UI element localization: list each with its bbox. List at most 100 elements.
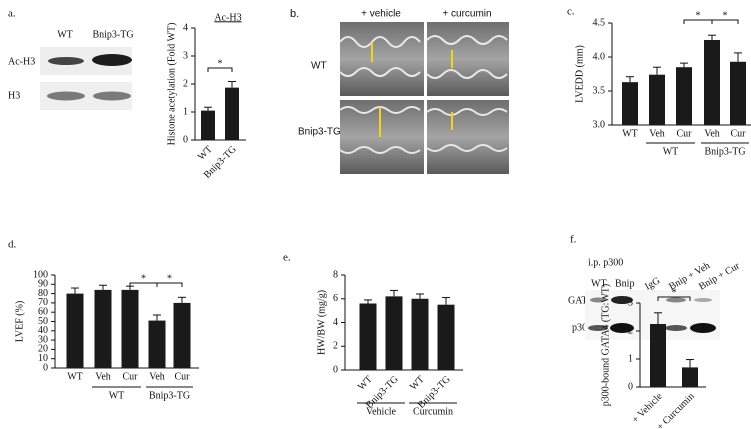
x-tick-label: WT xyxy=(622,128,638,139)
x-tick-label: Cur xyxy=(677,128,693,139)
bar xyxy=(649,74,665,125)
panel-label: e. xyxy=(283,252,291,264)
panel-label: a. xyxy=(8,8,16,20)
bar xyxy=(359,303,377,370)
y-tick-label: 3.5 xyxy=(593,85,606,96)
significance-label: * xyxy=(672,287,677,298)
x-tick-label: WT xyxy=(67,371,83,382)
y-tick-label: 40 xyxy=(38,325,48,336)
y-tick-label: 20 xyxy=(38,344,48,355)
bar xyxy=(173,302,191,368)
bar xyxy=(148,320,166,368)
y-tick-label: 80 xyxy=(38,288,48,299)
x-tick-label: Cur xyxy=(175,371,191,382)
y-tick-label: 30 xyxy=(38,334,48,345)
band xyxy=(694,298,712,302)
group-label: WT xyxy=(663,146,679,157)
x-tick-label: Veh xyxy=(649,128,665,139)
significance-label: * xyxy=(723,10,728,21)
row-label: GATA4 xyxy=(568,295,599,306)
row-label: p300 xyxy=(572,322,592,333)
significance-label: * xyxy=(141,273,146,284)
band xyxy=(666,297,686,303)
y-tick-label: 4 xyxy=(183,22,188,33)
band xyxy=(93,91,131,101)
echo-image xyxy=(427,22,509,96)
echo-image xyxy=(340,22,424,96)
lane-label: WT xyxy=(591,278,607,289)
x-tick-label: Cur xyxy=(731,128,747,139)
y-tick-label: 4.5 xyxy=(593,17,606,28)
row-label: Bnip3-TG xyxy=(298,127,341,138)
panel-label: f. xyxy=(570,234,577,246)
band xyxy=(588,325,608,331)
y-tick-label: 0 xyxy=(628,381,633,392)
y-axis-label: LVEDD (mm) xyxy=(574,45,585,103)
significance-label: * xyxy=(167,273,172,284)
bar xyxy=(385,296,403,370)
column-label: + curcumin xyxy=(442,9,491,20)
band xyxy=(690,323,716,333)
y-axis-label: Histone acetylation (Fold WT) xyxy=(166,23,177,146)
y-axis-label: p300-bound GATA4 (TG:WT) xyxy=(600,284,611,407)
bar xyxy=(225,87,239,140)
y-tick-label: 1 xyxy=(628,353,633,364)
x-tick-label: Veh xyxy=(95,371,111,382)
significance-label: * xyxy=(218,58,223,69)
echo-image xyxy=(340,100,424,174)
panel-label: d. xyxy=(8,239,17,251)
x-tick-label: Veh xyxy=(704,128,720,139)
y-tick-label: 3 xyxy=(183,50,188,61)
x-tick-label: Cur xyxy=(123,371,139,382)
group-label: Bnip3-TG xyxy=(704,146,745,157)
x-tick-label: Veh xyxy=(149,371,165,382)
row-label: WT xyxy=(311,61,327,72)
y-axis-label: HW/BW (mg/g) xyxy=(316,290,327,355)
lane-label: Bnip xyxy=(615,278,634,289)
y-tick-label: 60 xyxy=(38,306,48,317)
blot-a: WT Bnip3-TG Ac-H3 H3 xyxy=(8,29,134,110)
band xyxy=(611,296,633,304)
x-tick-label: WT xyxy=(408,374,427,393)
band xyxy=(610,323,634,333)
echo-image xyxy=(427,100,509,174)
y-tick-label: 6 xyxy=(333,293,338,304)
x-tick-label: WT xyxy=(196,144,215,163)
bar xyxy=(94,289,112,368)
significance-bracket xyxy=(156,282,183,287)
band xyxy=(47,91,85,101)
significance-bracket xyxy=(657,296,691,301)
y-tick-label: 1 xyxy=(183,106,188,117)
echo-panel: b. + vehicle + curcumin WT Bnip3-TG xyxy=(290,8,509,174)
group-label: WT xyxy=(109,390,125,401)
lane-label: IgG xyxy=(643,275,662,292)
significance-bracket xyxy=(207,67,233,72)
band xyxy=(590,297,606,303)
y-tick-label: 10 xyxy=(38,353,48,364)
y-tick-label: 4 xyxy=(333,317,338,328)
bar xyxy=(730,61,746,125)
bar xyxy=(676,67,692,125)
bar xyxy=(682,367,698,387)
y-tick-label: 4.0 xyxy=(593,51,606,62)
band xyxy=(92,54,132,66)
y-tick-label: 90 xyxy=(38,279,48,290)
group-label: Bnip3-TG xyxy=(149,390,190,401)
bar xyxy=(411,298,429,370)
y-tick-label: 3.0 xyxy=(593,119,606,130)
group-label: Curcumin xyxy=(413,406,453,417)
row-label: H3 xyxy=(8,90,20,101)
y-tick-label: 50 xyxy=(38,316,48,327)
band xyxy=(48,57,84,65)
bar xyxy=(437,304,455,370)
bar xyxy=(622,82,638,125)
bar xyxy=(704,40,720,125)
group-label: Vehicle xyxy=(366,406,397,417)
panel-label: b. xyxy=(290,8,299,20)
y-tick-label: 100 xyxy=(33,269,48,280)
y-tick-label: 2 xyxy=(628,325,633,336)
bar xyxy=(201,110,215,140)
measure-line xyxy=(371,42,453,137)
significance-label: * xyxy=(696,10,701,21)
